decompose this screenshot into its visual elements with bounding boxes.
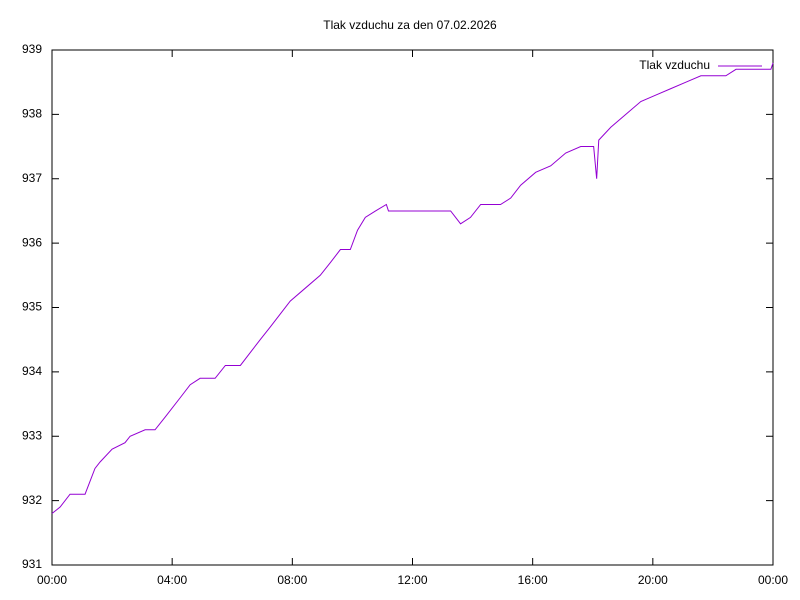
y-tick-label: 933 xyxy=(22,428,42,442)
y-tick-label: 938 xyxy=(22,107,42,121)
chart-title: Tlak vzduchu za den 07.02.2026 xyxy=(323,18,497,32)
plot-border xyxy=(51,49,774,566)
y-tick-label: 939 xyxy=(22,42,42,56)
x-tick-label: 00:00 xyxy=(758,573,788,587)
data-line xyxy=(51,62,774,514)
y-tick-label: 932 xyxy=(22,493,42,507)
legend-label: Tlak vzduchu xyxy=(639,58,710,72)
x-tick-label: 00:00 xyxy=(37,573,67,587)
y-tick-label: 934 xyxy=(22,364,42,378)
x-tick-label: 08:00 xyxy=(277,573,307,587)
y-tick-label: 935 xyxy=(22,300,42,314)
y-tick-label: 937 xyxy=(22,171,42,185)
y-tick-label: 931 xyxy=(22,557,42,571)
x-tick-label: 16:00 xyxy=(518,573,548,587)
x-tick-label: 04:00 xyxy=(157,573,187,587)
x-tick-label: 12:00 xyxy=(397,573,427,587)
y-tick-label: 936 xyxy=(22,235,42,249)
x-tick-label: 20:00 xyxy=(638,573,668,587)
